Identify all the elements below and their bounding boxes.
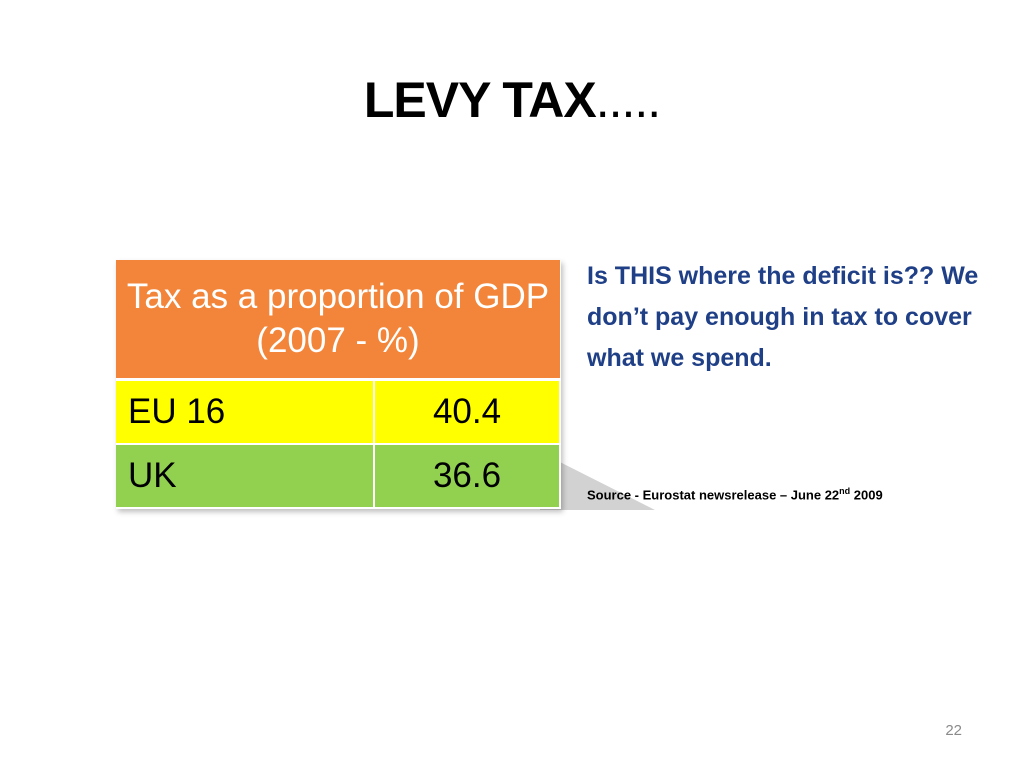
row-label-uk: UK <box>116 444 375 509</box>
row-value-eu16: 40.4 <box>374 379 561 445</box>
table-row: EU 16 40.4 <box>116 379 561 445</box>
page-number: 22 <box>945 722 962 739</box>
row-value-uk: 36.6 <box>374 444 561 509</box>
deficit-note: Is THIS where the deficit is?? We don’t … <box>587 262 979 372</box>
table-header: Tax as a proportion of GDP (2007 - %) <box>116 260 560 381</box>
slide-title: LEVY TAX..... <box>0 68 1024 132</box>
source-year: 2009 <box>850 487 883 503</box>
tax-table-container: Tax as a proportion of GDP (2007 - %) EU… <box>116 260 561 510</box>
table-header-row: Tax as a proportion of GDP (2007 - %) <box>116 260 560 381</box>
slide-title-text: LEVY TAX <box>363 72 597 128</box>
source-superscript: nd <box>839 486 851 496</box>
slide-title-dots: ..... <box>595 72 661 128</box>
source-citation: Source - Eurostat newsrelease – June 22n… <box>587 486 1007 502</box>
source-text: Source - Eurostat newsrelease – June 22 <box>587 487 840 503</box>
tax-table: Tax as a proportion of GDP (2007 - %) EU… <box>116 260 561 509</box>
row-label-eu16: EU 16 <box>116 379 375 445</box>
table-row: UK 36.6 <box>116 444 561 509</box>
